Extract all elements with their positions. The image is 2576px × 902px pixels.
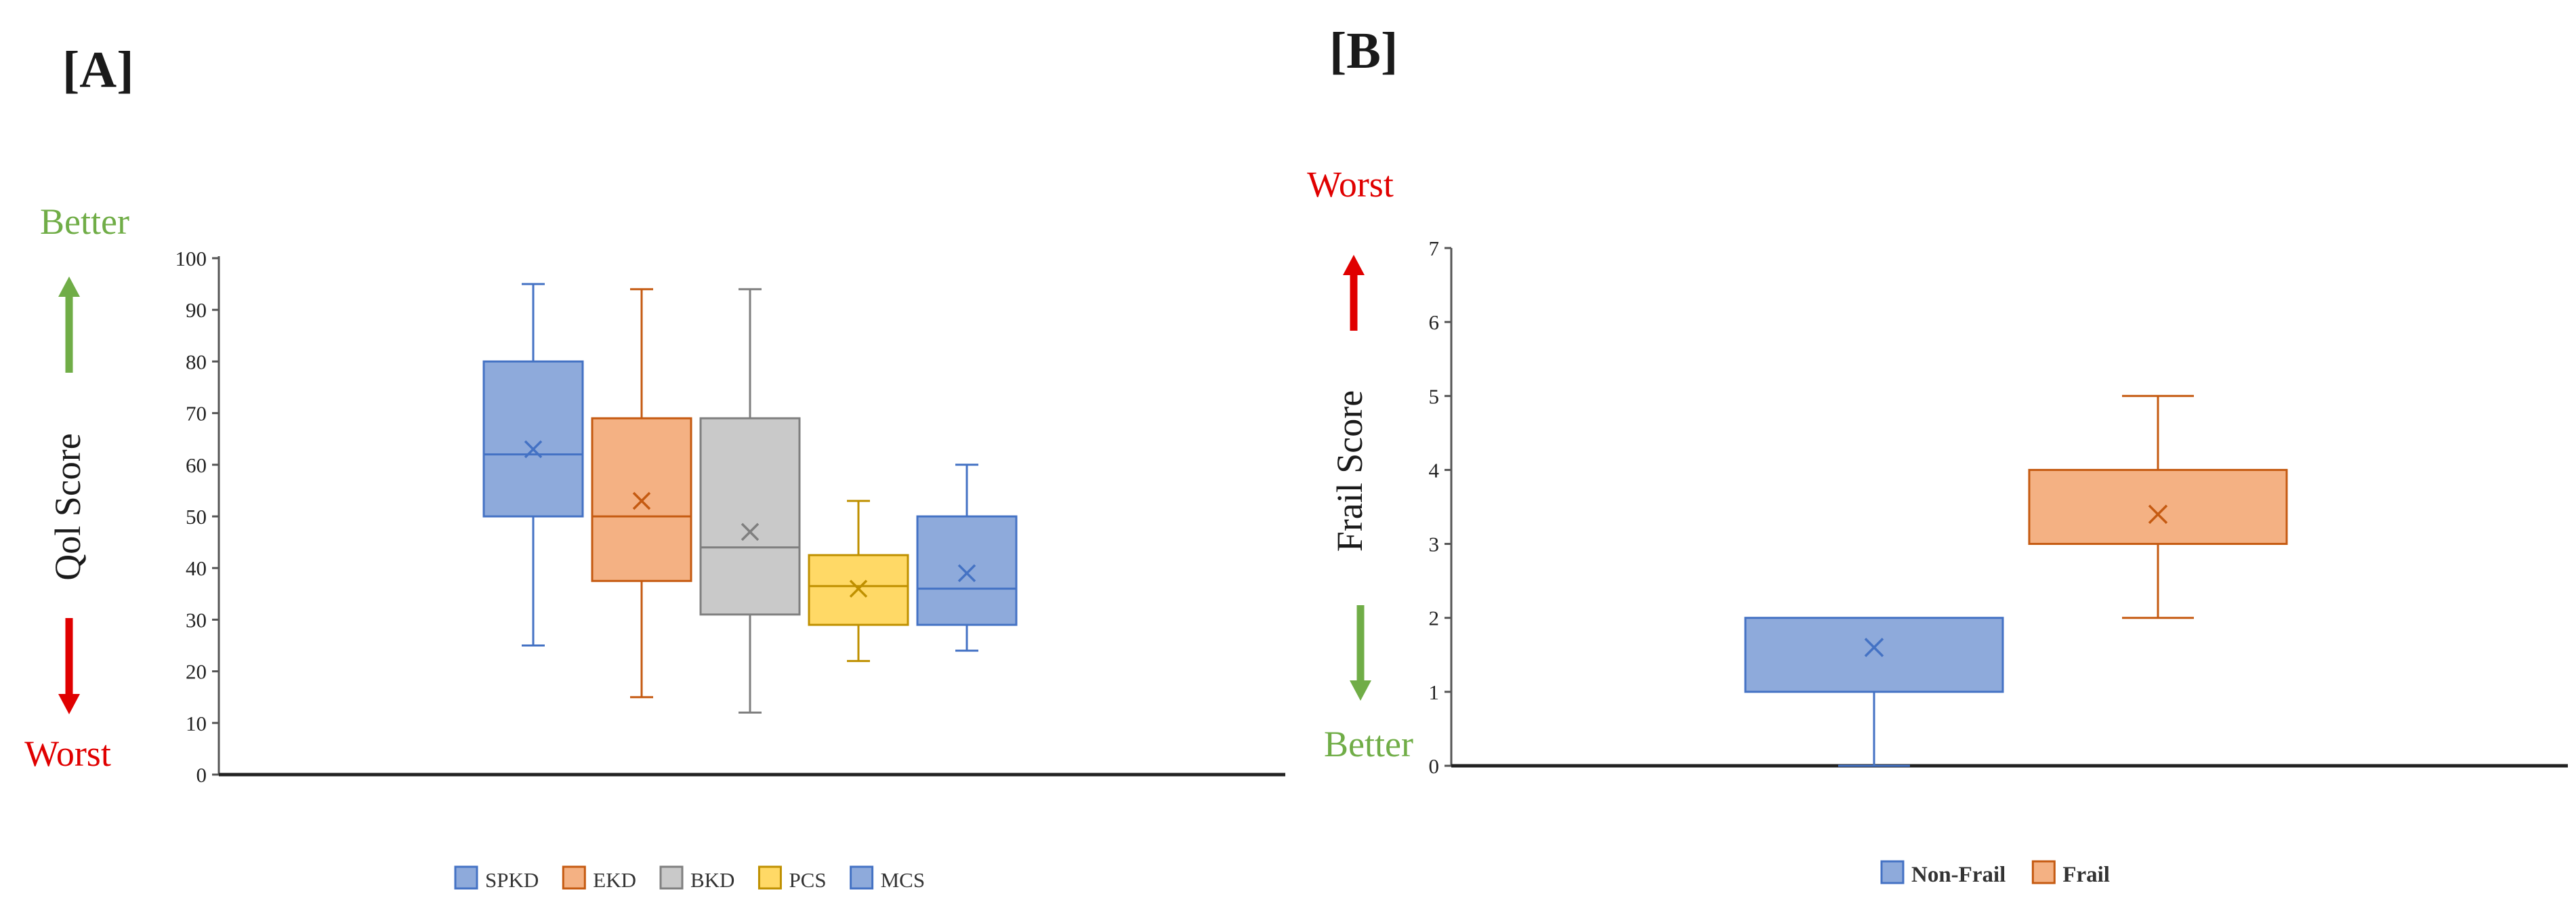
y-tick-label: 4 bbox=[1429, 458, 1440, 482]
y-tick-label: 7 bbox=[1429, 237, 1440, 260]
y-tick-label: 100 bbox=[175, 247, 207, 270]
legend-item-bkd: BKD bbox=[659, 865, 734, 892]
box-iqr bbox=[916, 515, 1018, 626]
panel-a-y-ticks: 0 10 20 30 40 50 60 70 80 90 100 bbox=[175, 247, 219, 787]
legend-label: Frail bbox=[2062, 863, 2110, 887]
y-tick-label: 3 bbox=[1429, 533, 1440, 556]
legend-swatch bbox=[1880, 860, 1905, 884]
panel-b: [B] Worst Frail Score Better 0 1 2 3 4 5 6 7 No… bbox=[1307, 22, 2568, 887]
panel-b-up-arrow-icon bbox=[1343, 255, 1365, 331]
panel-a-label: [A] bbox=[62, 41, 134, 98]
box-iqr bbox=[482, 360, 584, 518]
legend-label: SPKD bbox=[485, 868, 539, 892]
legend-label: PCS bbox=[789, 868, 826, 892]
mean-marker bbox=[1864, 638, 1884, 657]
legend-label: EKD bbox=[593, 868, 636, 892]
legend-swatch bbox=[757, 865, 782, 890]
panel-b-better-label: Better bbox=[1324, 724, 1413, 764]
y-tick-label: 10 bbox=[186, 712, 207, 735]
panel-b-label: [B] bbox=[1329, 22, 1398, 79]
y-tick-label: 50 bbox=[186, 505, 207, 529]
panel-b-worst-label: Worst bbox=[1307, 164, 1394, 205]
y-tick-label: 60 bbox=[186, 453, 207, 477]
legend-swatch bbox=[562, 865, 586, 890]
y-tick-label: 1 bbox=[1429, 680, 1440, 704]
panel-a-worst-label: Worst bbox=[24, 733, 111, 774]
legend-label: MCS bbox=[881, 868, 925, 892]
mean-marker bbox=[632, 491, 651, 510]
legend-label: Non-Frail bbox=[1911, 863, 2006, 887]
box-mcs bbox=[916, 464, 1018, 652]
legend-item-ekd: EKD bbox=[562, 865, 636, 892]
legend-swatch bbox=[454, 865, 478, 890]
y-tick-label: 80 bbox=[186, 350, 207, 373]
legend-swatch bbox=[850, 865, 874, 890]
mean-marker bbox=[524, 440, 543, 459]
box-iqr bbox=[2028, 468, 2288, 546]
box-bkd bbox=[699, 288, 801, 714]
mean-marker bbox=[741, 522, 760, 541]
box-spkd bbox=[482, 283, 584, 647]
box-ekd bbox=[591, 288, 692, 699]
box-frail bbox=[2028, 394, 2288, 619]
panel-a-boxes bbox=[482, 283, 1018, 714]
box-iqr bbox=[699, 417, 801, 616]
legend-item-pcs: PCS bbox=[757, 865, 827, 892]
legend-item-mcs: MCS bbox=[850, 865, 925, 892]
y-tick-label: 90 bbox=[186, 298, 207, 322]
y-tick-label: 5 bbox=[1429, 384, 1440, 408]
y-tick-label: 0 bbox=[1429, 754, 1440, 778]
y-tick-label: 6 bbox=[1429, 310, 1440, 334]
box-non-frail bbox=[1744, 617, 2004, 767]
panel-b-boxes bbox=[1744, 394, 2288, 767]
y-tick-label: 30 bbox=[186, 608, 207, 632]
box-pcs bbox=[808, 499, 909, 662]
mean-marker bbox=[957, 564, 976, 583]
legend-swatch bbox=[2031, 860, 2056, 884]
panel-b-y-axis-title: Frail Score bbox=[1329, 390, 1370, 552]
mean-marker bbox=[849, 579, 868, 598]
mean-marker bbox=[2148, 504, 2168, 525]
legend-swatch bbox=[659, 865, 684, 890]
panel-a-better-label: Better bbox=[40, 201, 129, 242]
y-tick-label: 0 bbox=[196, 763, 207, 787]
panel-a-legend: SPKD EKD BKD PCS MCS bbox=[454, 865, 925, 892]
panel-a-down-arrow-icon bbox=[58, 618, 80, 714]
y-tick-label: 70 bbox=[186, 402, 207, 426]
y-tick-label: 20 bbox=[186, 660, 207, 684]
panel-b-down-arrow-icon bbox=[1350, 605, 1371, 701]
legend-label: BKD bbox=[690, 868, 734, 892]
legend-item-frail: Frail bbox=[2031, 860, 2110, 887]
y-tick-label: 2 bbox=[1429, 607, 1440, 630]
legend-item-spkd: SPKD bbox=[454, 865, 539, 892]
panel-b-legend: Non-Frail Frail bbox=[1880, 860, 2110, 887]
legend-item-non-frail: Non-Frail bbox=[1880, 860, 2006, 887]
panel-b-y-ticks: 0 1 2 3 4 5 6 7 bbox=[1429, 237, 1451, 778]
panel-a-up-arrow-icon bbox=[58, 276, 80, 373]
panel-a-y-axis-title: Qol Score bbox=[47, 433, 88, 580]
y-tick-label: 40 bbox=[186, 556, 207, 580]
box-iqr bbox=[1744, 617, 2004, 693]
panel-a: [A] Better Qol Score Worst 0 10 20 30 40 50 60… bbox=[24, 41, 1285, 892]
